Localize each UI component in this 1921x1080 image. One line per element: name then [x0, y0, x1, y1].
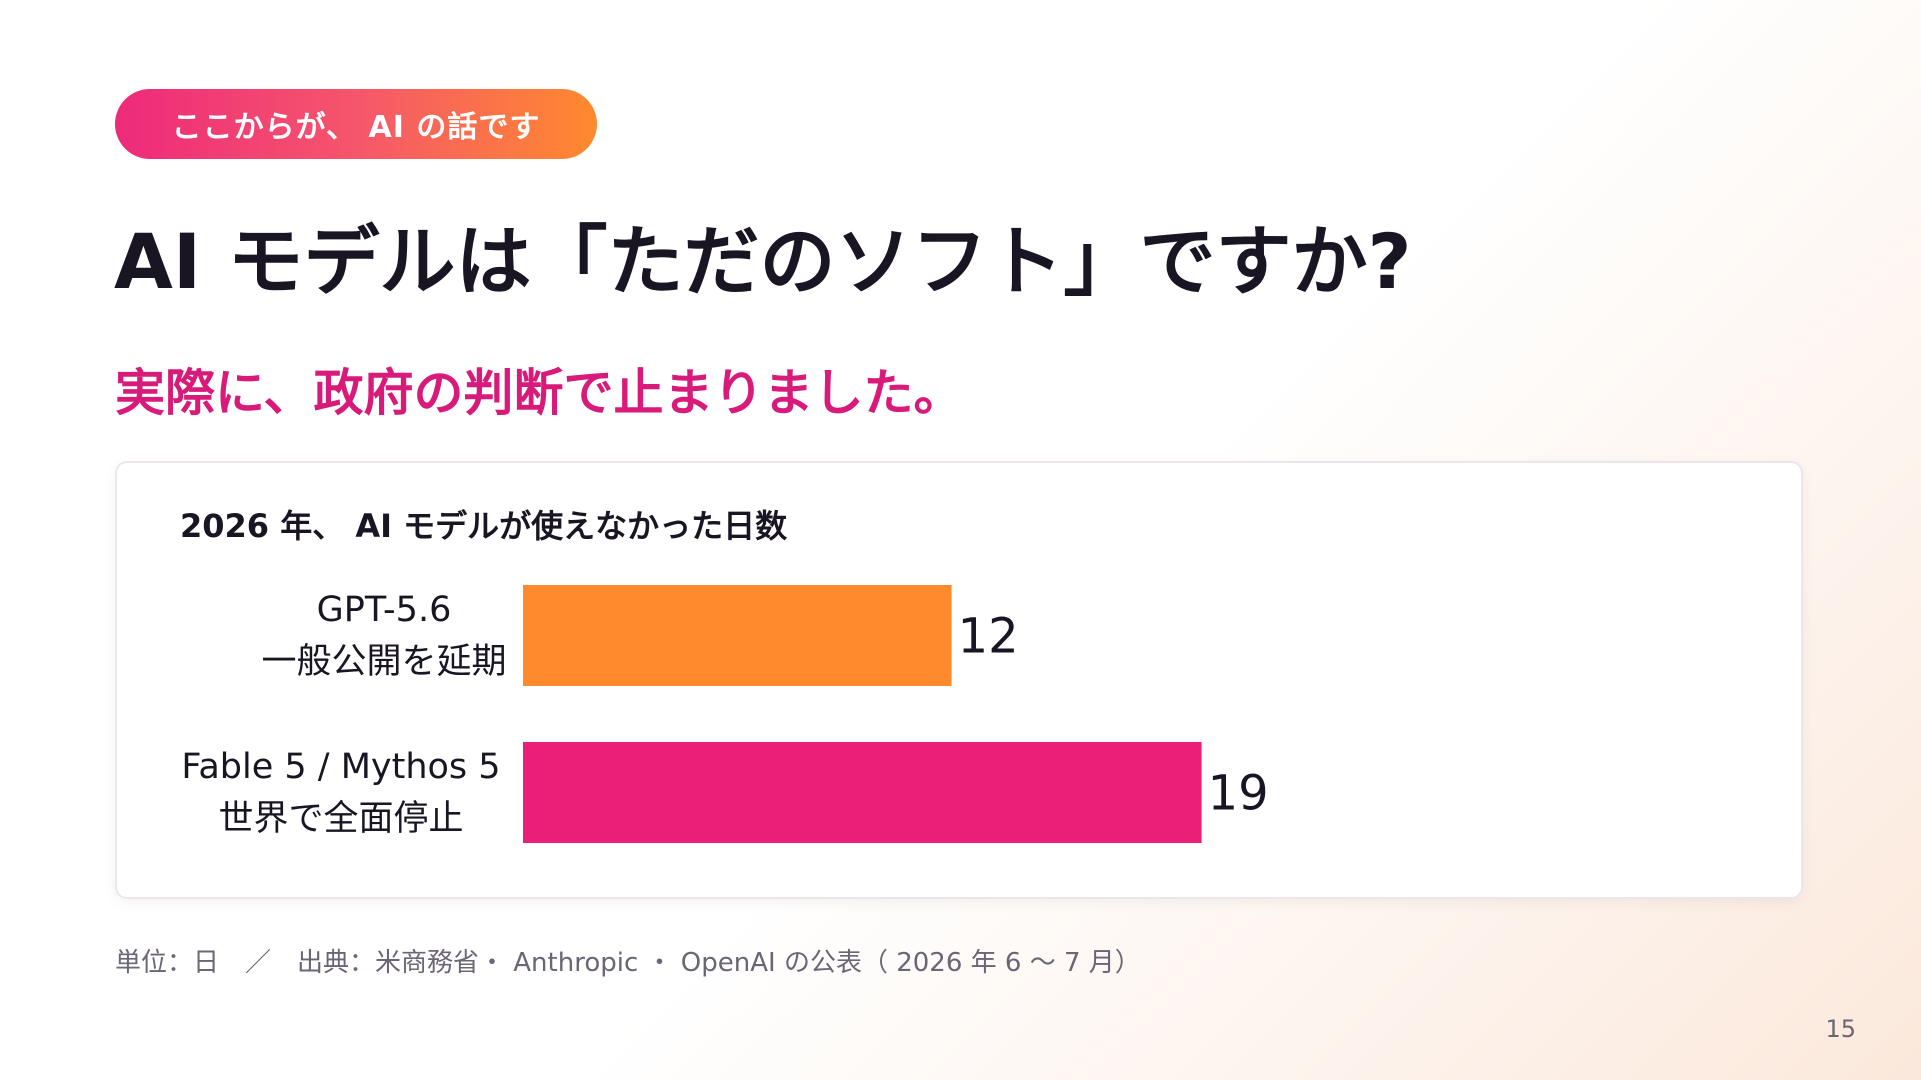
chart-card: 2026 年、 AI モデルが使えなかった日数 GPT-5.6 一般公開を延期 …	[115, 461, 1803, 899]
bar-1	[523, 742, 1202, 843]
category-label-1-line1: Fable 5 / Mythos 5	[181, 747, 501, 787]
source-footnote: 単位：日 ／ 出典：米商務省・ Anthropic ・ OpenAI の公表（ …	[115, 948, 1141, 978]
category-label-0: GPT-5.6 一般公開を延期	[204, 584, 564, 688]
page-subtitle: 実際に、政府の判断で止まりました。	[115, 364, 964, 422]
bar-0	[523, 585, 952, 686]
chart-title: 2026 年、 AI モデルが使えなかった日数	[180, 507, 788, 545]
page-title: AI モデルは「ただのソフト」ですか?	[114, 217, 1412, 306]
section-badge: ここからが、 AI の話です	[115, 89, 597, 159]
bar-value-label-1: 19	[1208, 766, 1269, 822]
bar-value-label-0: 12	[958, 609, 1019, 665]
category-label-1-line2: 世界で全面停止	[218, 799, 464, 839]
page-number: 15	[1825, 1015, 1856, 1043]
category-label-0-line1: GPT-5.6	[316, 590, 452, 630]
bar-chart: 12 19	[523, 585, 1269, 843]
category-label-0-line2: 一般公開を延期	[261, 642, 507, 682]
category-label-1: Fable 5 / Mythos 5 世界で全面停止	[161, 741, 521, 845]
